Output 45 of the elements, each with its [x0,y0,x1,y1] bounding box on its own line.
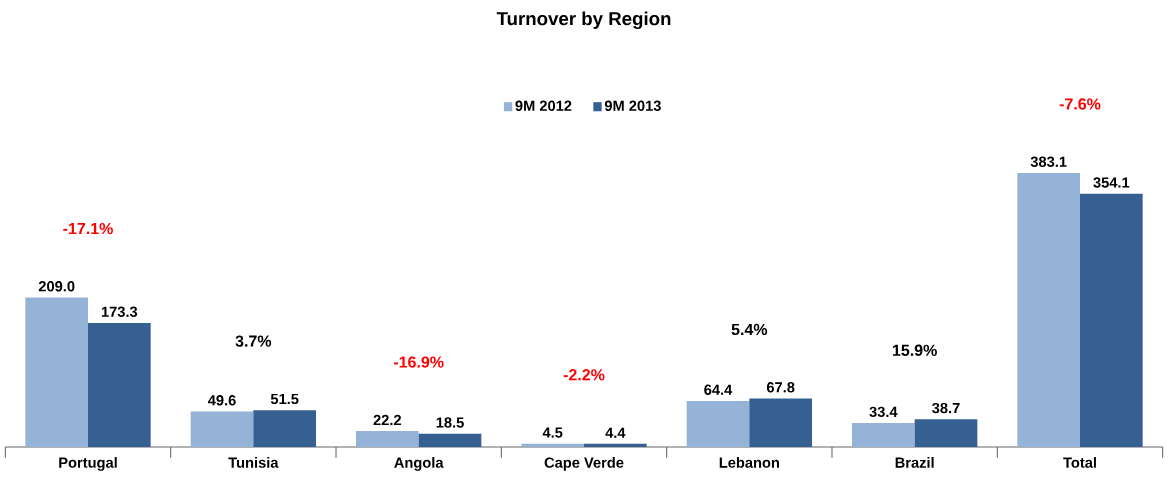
bar [1080,193,1143,447]
annotation: 3.7% [235,335,272,347]
x-tick-label: Portugal [59,457,117,471]
data-label: 173.3 [101,306,138,318]
annotation: -17.1% [63,222,113,235]
bar [88,323,151,447]
bar [190,411,254,447]
bar [686,400,750,447]
bar [521,443,584,447]
data-label: 383.1 [1030,156,1067,167]
bar [356,431,419,447]
x-tick-label: Total [1063,457,1096,468]
annotation: -16.9% [393,356,444,368]
bar [852,423,915,447]
annotation: 15.9% [892,344,937,356]
bar [25,297,89,447]
data-label: 4.5 [542,427,563,438]
data-label: 209.0 [38,281,75,292]
x-tick-label: Tunisia [228,457,279,468]
data-label: 51.5 [270,393,299,405]
data-label: 354.1 [1093,177,1130,188]
bar [749,398,812,447]
data-label: 4.4 [605,427,626,438]
data-label: 38.7 [932,402,960,414]
bar [1017,173,1080,447]
legend-label: 9M 2013 [604,100,661,111]
annotation: -2.2% [563,369,605,381]
text: -7.6% [1059,98,1101,110]
bar [253,410,317,447]
bar [584,443,647,447]
bar [418,433,482,447]
x-tick-label: Brazil [895,457,934,468]
bar [914,419,978,447]
data-label: 33.4 [869,406,898,418]
data-label: 49.6 [207,395,236,406]
x-tick-label: Angola [394,457,444,471]
annotation: 5.4% [731,323,768,336]
data-label: 67.8 [766,382,795,393]
x-tick-label: Lebanon [719,457,779,468]
data-label: 64.4 [704,384,733,395]
x-tick-label: Cape Verde [544,457,624,471]
legend-label: 9M 2012 [515,100,572,111]
data-label: 22.2 [373,414,402,426]
chart-title: Turnover by Region [496,11,671,30]
data-label: 18.5 [436,417,464,428]
